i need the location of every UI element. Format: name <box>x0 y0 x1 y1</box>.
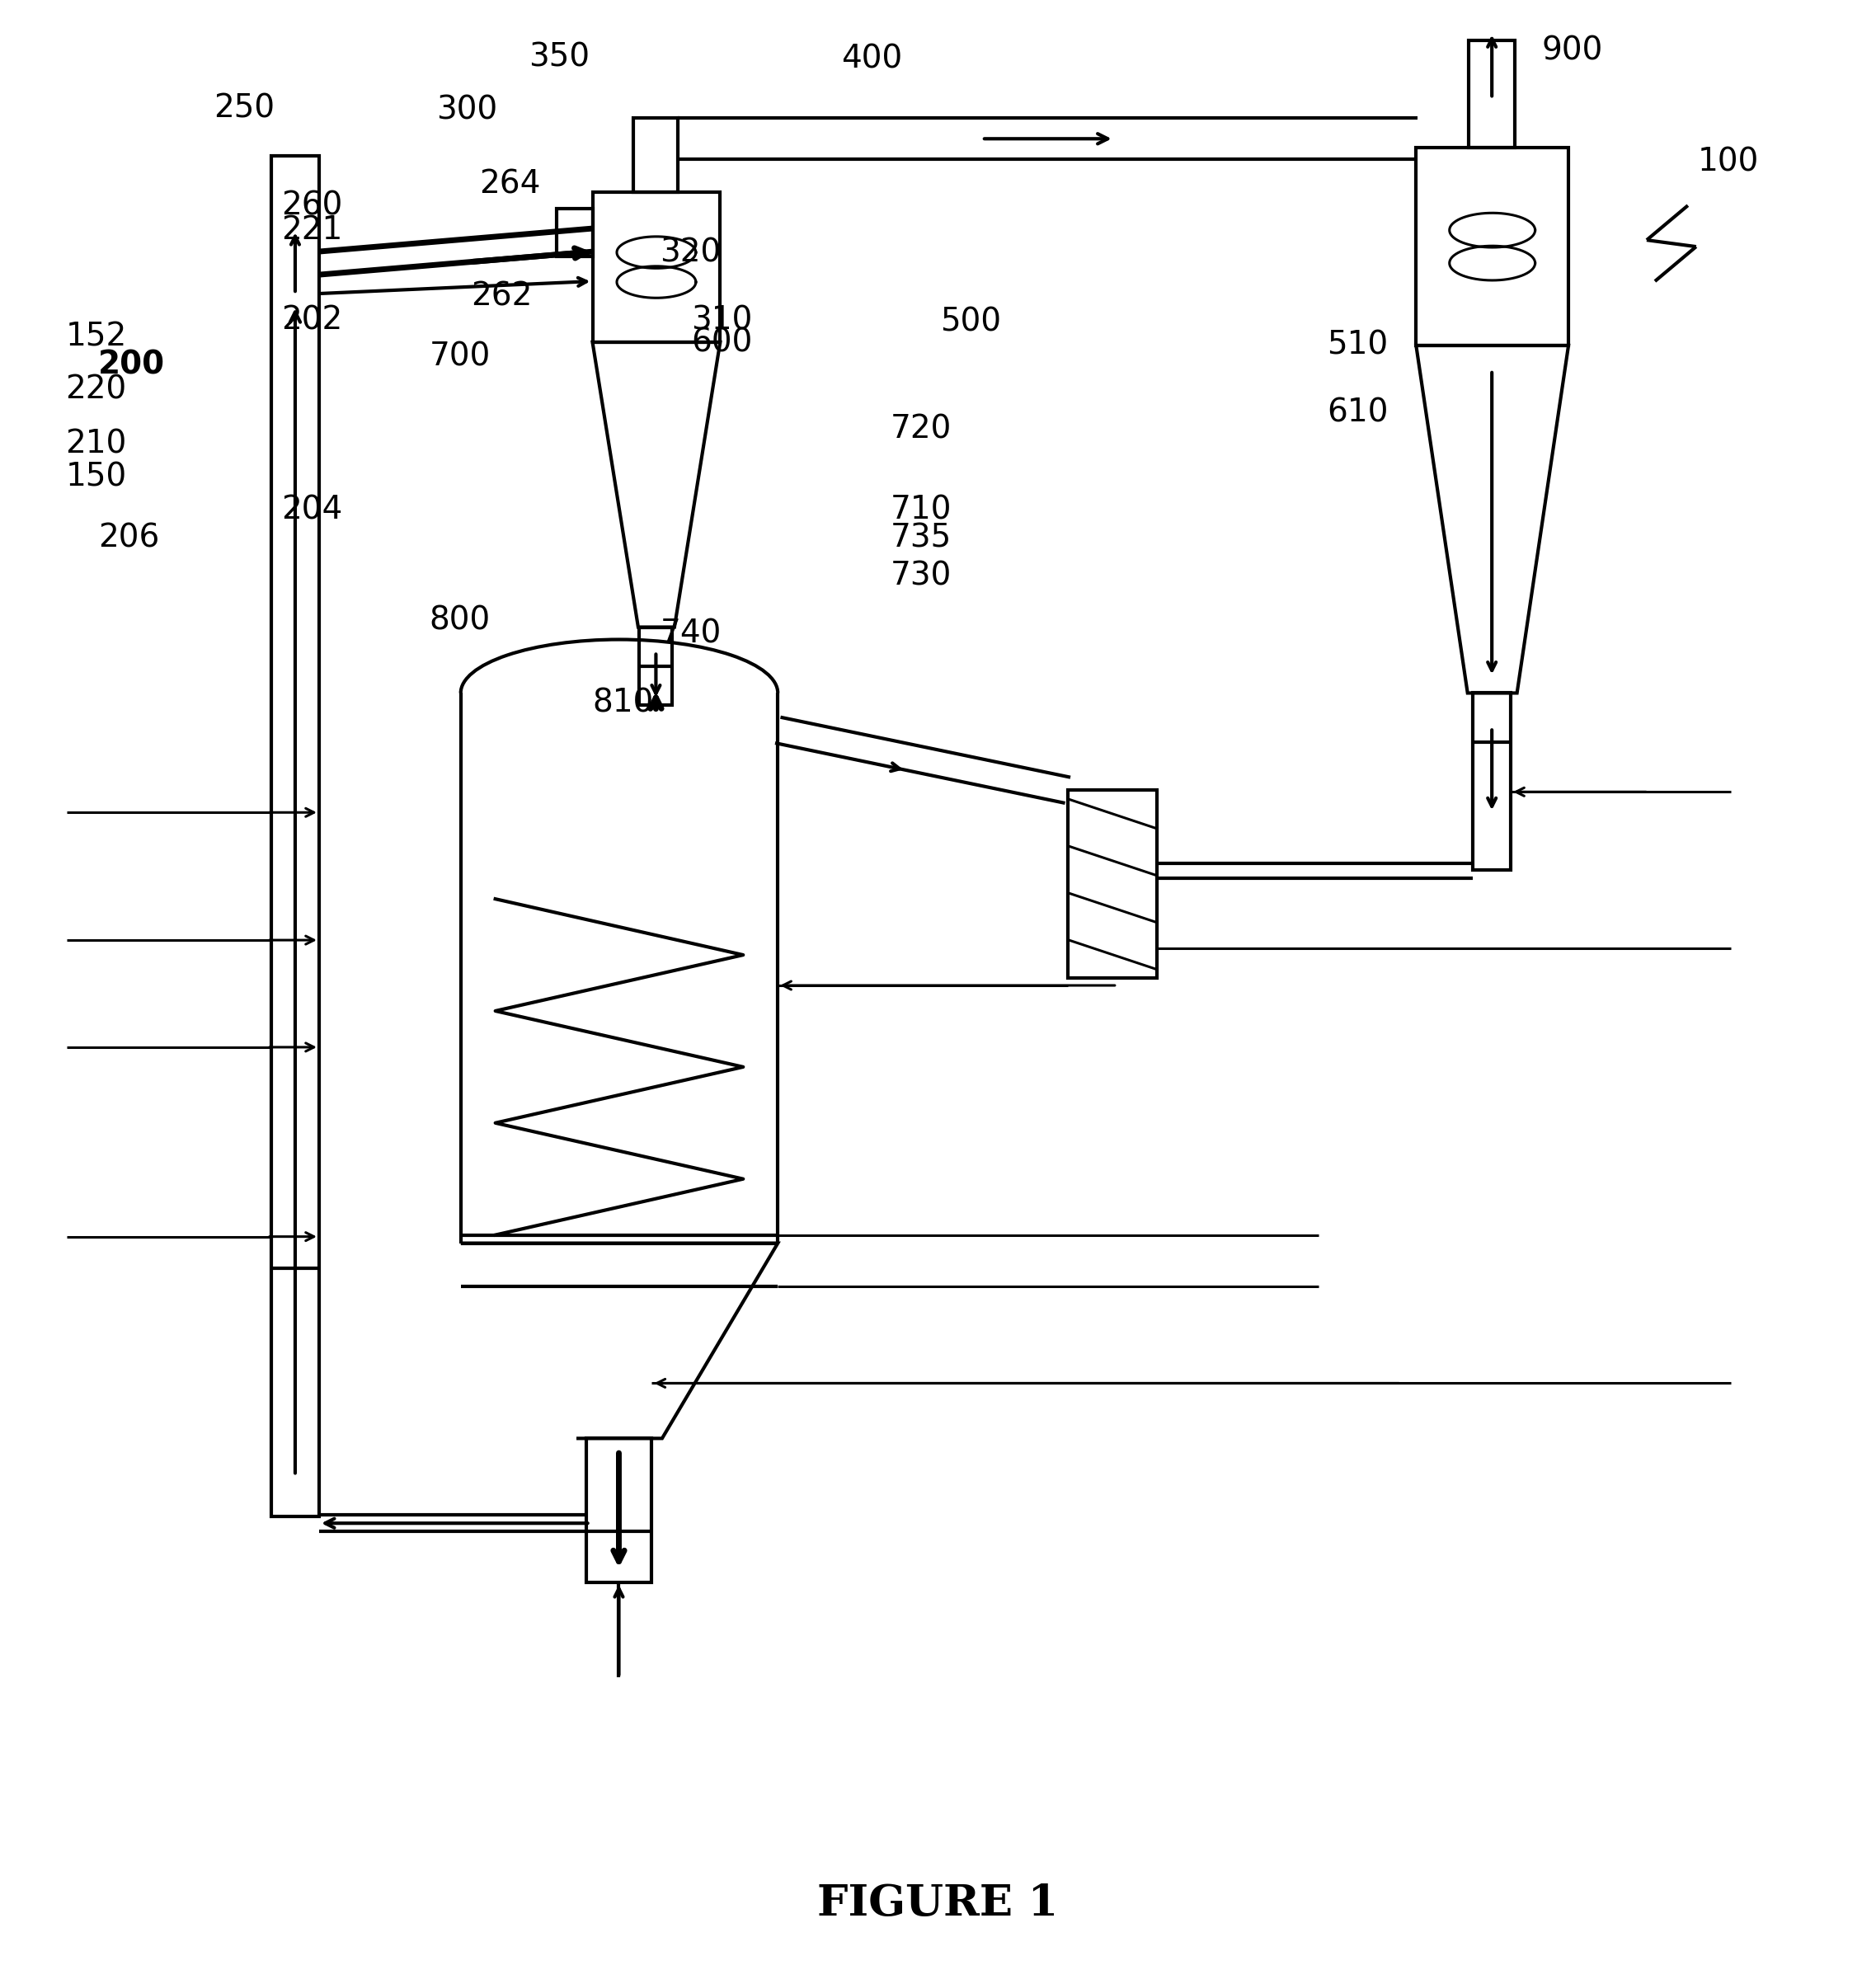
Bar <box>585 1438 651 1583</box>
Text: 300: 300 <box>435 95 497 125</box>
Text: 264: 264 <box>478 169 540 200</box>
Text: 730: 730 <box>891 559 951 591</box>
Text: 600: 600 <box>692 327 752 359</box>
Text: 700: 700 <box>430 341 492 373</box>
Bar <box>1473 692 1510 871</box>
Text: 735: 735 <box>891 522 951 554</box>
Text: 720: 720 <box>891 415 951 444</box>
Text: 800: 800 <box>430 605 492 637</box>
Bar <box>634 119 677 192</box>
Text: 500: 500 <box>940 308 1002 337</box>
Text: 100: 100 <box>1698 147 1760 177</box>
Text: 740: 740 <box>660 619 722 649</box>
Text: 510: 510 <box>1326 329 1388 361</box>
Text: 310: 310 <box>692 306 752 337</box>
Text: FIGURE 1: FIGURE 1 <box>818 1883 1058 1924</box>
Text: 710: 710 <box>891 494 953 526</box>
Bar <box>557 208 593 256</box>
Text: 204: 204 <box>281 494 343 526</box>
Text: 320: 320 <box>660 236 720 268</box>
Text: 610: 610 <box>1326 397 1388 429</box>
Text: 260: 260 <box>281 190 343 220</box>
Text: 350: 350 <box>529 42 589 73</box>
Bar <box>593 192 720 341</box>
Text: 152: 152 <box>66 321 126 353</box>
Text: 900: 900 <box>1542 36 1602 65</box>
Bar <box>1067 790 1157 978</box>
Bar <box>272 157 319 1516</box>
Text: 250: 250 <box>214 93 274 123</box>
Text: 202: 202 <box>281 306 343 337</box>
Text: 150: 150 <box>66 462 126 492</box>
Text: 400: 400 <box>840 44 902 75</box>
Bar <box>1416 149 1568 345</box>
Text: 210: 210 <box>66 429 128 460</box>
Text: 221: 221 <box>281 214 343 246</box>
Text: 262: 262 <box>471 280 533 311</box>
Text: 220: 220 <box>66 375 126 405</box>
Bar <box>640 627 672 706</box>
Bar <box>1469 42 1516 149</box>
Text: 206: 206 <box>98 522 159 554</box>
Text: 810: 810 <box>593 686 655 718</box>
Text: 200: 200 <box>98 349 165 381</box>
